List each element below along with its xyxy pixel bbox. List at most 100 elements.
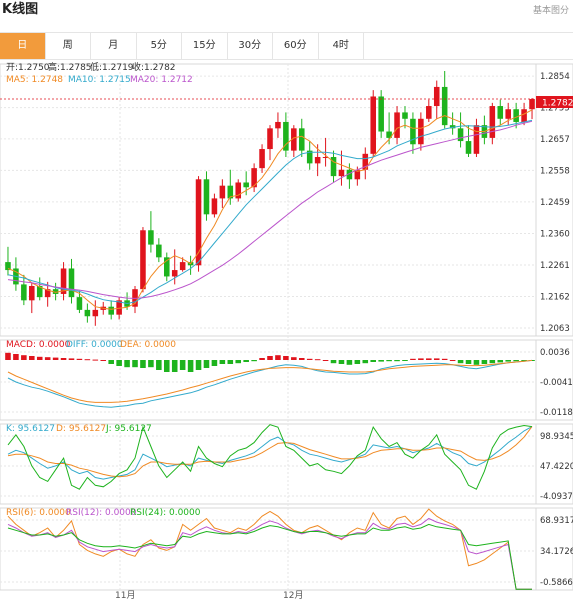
candle-body [195,179,202,266]
corner-label[interactable]: 基本图分 [532,6,569,16]
page-title: K线图 [2,2,39,17]
macd-bar [29,356,35,360]
kdj-j-line [7,424,533,490]
legend-d: D: 95.6127 [56,424,106,434]
macd-bar [457,360,464,364]
tab-4[interactable]: 15分 [182,33,228,59]
y-tick-label: 0.0036 [540,348,570,358]
tab-7[interactable]: 4时 [319,33,364,59]
candle-body [84,309,91,317]
macd-bar [251,360,257,362]
macd-bar [529,360,535,361]
macd-bar [418,358,424,360]
candle-body [386,131,392,138]
legend-low: 低:1.2719 [90,61,134,73]
y-tick-label: 1.2558 [540,166,570,176]
period-tabs: 日周月 5分 15分 30分 60分 4时 [0,32,573,60]
macd-bar [211,360,218,366]
macd-bar [60,358,67,360]
candle-body [211,198,218,215]
legend-k: K: 95.6127 [6,424,55,434]
candle-body [338,169,345,177]
candle-body [346,169,353,180]
macd-bar [473,360,480,365]
macd-bar [44,357,51,360]
macd-bar [410,358,416,360]
legend-ma10: MA10: 1.2715 [68,75,131,85]
candle-body [21,284,27,301]
macd-bar [386,360,392,362]
y-tick-label: 1.2459 [540,198,570,208]
candle-body [171,270,178,277]
candle-body [235,182,242,199]
panel-frame-kdj [0,423,573,505]
y-tick-label: -0.0118 [540,408,573,418]
candle-body [29,285,35,301]
candle-body [521,109,527,122]
macd-bar [298,358,305,360]
candle-body [322,157,329,159]
tab-6[interactable]: 60分 [273,33,319,59]
macd-bar [52,357,59,360]
macd-bar [116,360,122,366]
y-tick-label: 1.2854 [540,72,570,82]
macd-bar [338,360,345,364]
macd-bar [5,352,11,360]
macd-bar [449,360,456,361]
candle-body [441,86,448,126]
macd-bar [132,360,138,368]
candle-body [108,306,114,315]
macd-bar [322,360,329,361]
x-label-dec: 12月 [283,590,303,600]
y-tick-label: 1.2360 [540,229,570,239]
macd-bar [163,360,170,372]
macd-bar [156,360,162,370]
candle-body [68,268,75,298]
y-tick-label: 34.1726 [540,547,573,557]
moving-average-lines [0,98,536,310]
tab-0[interactable]: 日 [0,33,46,59]
tab-5[interactable]: 30分 [228,33,273,59]
candlestick-series [5,71,535,326]
last-price-label: 1.2782 [542,99,573,109]
macd-dea-line [7,359,533,403]
y-tick-label: 1.2261 [540,261,570,271]
candle-body [370,96,377,154]
macd-bar [394,360,400,362]
y-tick-label: 1.2063 [540,324,570,334]
legend-j: J: 95.6127 [105,424,152,434]
candle-body [203,179,210,215]
tab-2[interactable]: 月 [91,33,137,59]
candle-body [92,309,99,317]
legend-ma5: MA5: 1.2748 [6,75,63,85]
tab-1[interactable]: 周 [46,33,91,59]
candle-body [5,262,11,271]
y-tick-label: 47.4220 [540,462,573,472]
candle-body [497,106,504,119]
candle-body [529,99,535,110]
indicator-lines [7,359,533,590]
candle-body [251,168,257,188]
macd-bar [140,360,146,368]
candle-body [457,128,464,142]
legend-rsi24: RSI(24): 0.0000 [130,508,201,518]
macd-bar [179,360,186,370]
macd-bar [76,358,83,360]
macd-bar [354,360,361,364]
candle-body [275,121,281,129]
candle-body [449,125,456,129]
candle-body [354,169,361,180]
candle-body [410,118,416,145]
macd-bar [362,360,369,364]
candle-body [291,128,297,151]
candle-body [513,109,519,122]
macd-bar [505,360,511,362]
macd-bar [171,360,178,372]
macd-bar [306,358,313,360]
candle-body [505,109,511,119]
macd-bar [187,360,194,372]
candle-body [60,268,67,294]
tab-3[interactable]: 5分 [137,33,182,59]
candle-body [306,150,313,164]
